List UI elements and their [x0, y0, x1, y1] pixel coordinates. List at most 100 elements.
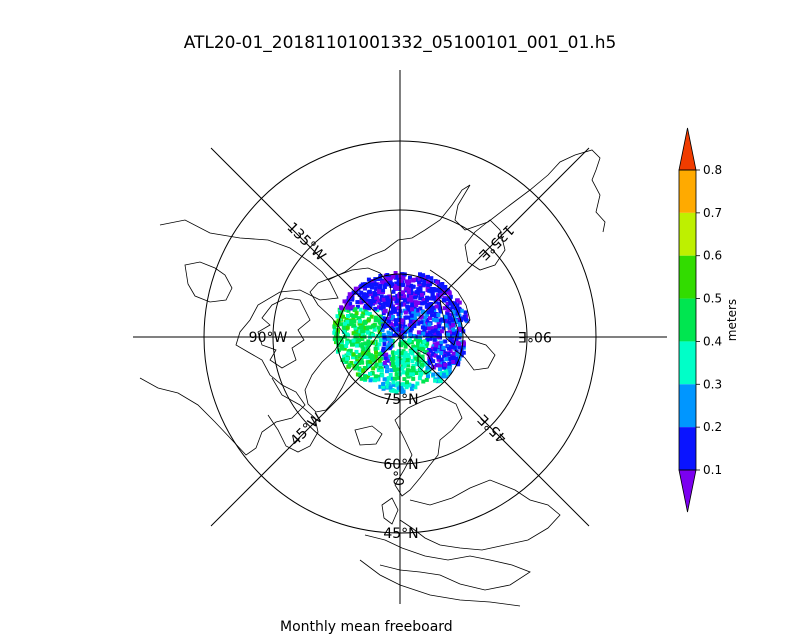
freeboard-pixel	[410, 314, 414, 318]
freeboard-pixel	[372, 283, 376, 287]
freeboard-pixel	[371, 325, 375, 329]
freeboard-pixel	[448, 291, 452, 295]
freeboard-pixel	[390, 357, 394, 361]
freeboard-pixel	[420, 293, 424, 297]
label-135W: 135°W	[284, 220, 329, 265]
freeboard-pixel	[371, 366, 375, 370]
freeboard-pixel	[363, 377, 367, 381]
freeboard-pixel	[425, 378, 429, 382]
x-axis-label: Monthly mean freeboard	[280, 619, 453, 635]
freeboard-pixel	[373, 293, 377, 297]
freeboard-pixel	[380, 373, 384, 377]
freeboard-pixel	[433, 347, 437, 351]
freeboard-pixel	[406, 305, 410, 309]
freeboard-pixel	[404, 311, 408, 315]
freeboard-pixel	[438, 367, 442, 371]
freeboard-pixel	[380, 369, 384, 373]
freeboard-pixel	[360, 329, 364, 333]
freeboard-pixel	[365, 306, 369, 310]
freeboard-pixel	[394, 351, 398, 355]
freeboard-pixel	[417, 330, 421, 334]
freeboard-pixel	[352, 319, 356, 323]
freeboard-pixel	[377, 318, 381, 322]
coastline-europe	[400, 480, 560, 550]
colorbar-segment	[679, 384, 696, 427]
freeboard-pixel	[387, 376, 391, 380]
freeboard-pixel	[460, 309, 464, 313]
freeboard-pixel	[421, 347, 425, 351]
colorbar-extend-min	[679, 470, 696, 512]
freeboard-pixel	[401, 382, 405, 386]
freeboard-pixel	[361, 347, 365, 351]
freeboard-pixel	[383, 309, 387, 313]
freeboard-pixel	[442, 298, 446, 302]
colorbar-tick-label: 0.7	[703, 206, 722, 220]
freeboard-pixel	[410, 307, 414, 311]
label-90E: 90°E	[518, 328, 552, 344]
freeboard-pixel	[436, 313, 440, 317]
freeboard-pixel	[404, 351, 408, 355]
freeboard-pixel	[451, 356, 455, 360]
freeboard-pixel	[444, 357, 448, 361]
freeboard-pixel	[430, 313, 434, 317]
label-45E: 45°E	[475, 411, 510, 446]
freeboard-pixel	[428, 323, 432, 327]
freeboard-pixel	[425, 298, 429, 302]
freeboard-pixel	[368, 290, 372, 294]
freeboard-pixel	[355, 344, 359, 348]
freeboard-pixel	[409, 350, 413, 354]
colorbar-tick-label: 0.3	[703, 377, 722, 391]
label-lat-45: 45°N	[383, 526, 418, 542]
freeboard-pixel	[367, 352, 371, 356]
label-90W: 90°W	[249, 330, 288, 346]
colorbar-segment	[679, 256, 696, 299]
freeboard-pixel	[391, 380, 395, 384]
freeboard-pixel	[359, 291, 363, 295]
freeboard-pixel	[453, 346, 457, 350]
colorbar-segment	[679, 170, 696, 213]
freeboard-pixel	[439, 351, 443, 355]
freeboard-pixel	[450, 305, 454, 309]
colorbar-ticks: 0.10.20.30.40.50.60.70.8	[696, 163, 722, 477]
freeboard-pixel	[374, 374, 378, 378]
freeboard-pixel	[411, 372, 415, 376]
freeboard-pixel	[446, 308, 450, 312]
freeboard-pixel	[435, 281, 439, 285]
freeboard-pixel	[406, 368, 410, 372]
freeboard-pixel	[397, 286, 401, 290]
freeboard-pixel	[366, 326, 370, 330]
colorbar-tick-label: 0.8	[703, 163, 722, 177]
freeboard-pixel	[426, 333, 430, 337]
freeboard-pixel	[348, 363, 352, 367]
freeboard-pixel	[401, 290, 405, 294]
freeboard-pixel	[355, 300, 359, 304]
freeboard-pixel	[345, 357, 349, 361]
freeboard-pixel	[365, 311, 369, 315]
freeboard-pixel	[442, 373, 446, 377]
freeboard-pixel	[407, 290, 411, 294]
freeboard-pixel	[404, 287, 408, 291]
freeboard-pixel	[406, 282, 410, 286]
freeboard-pixel	[346, 314, 350, 318]
freeboard-pixel	[340, 347, 344, 351]
colorbar-tick-label: 0.5	[703, 292, 722, 306]
freeboard-pixel	[360, 342, 364, 346]
freeboard-pixel	[441, 346, 445, 350]
freeboard-pixel	[401, 370, 405, 374]
label-0: 0°	[392, 470, 408, 486]
freeboard-pixel	[435, 305, 439, 309]
freeboard-pixel	[418, 286, 422, 290]
label-135E: 135°E	[475, 221, 516, 262]
freeboard-pixel	[385, 296, 389, 300]
freeboard-pixel	[392, 290, 396, 294]
freeboard-pixel	[352, 339, 356, 343]
freeboard-pixel	[357, 338, 361, 342]
freeboard-pixel	[436, 363, 440, 367]
colorbar-segment	[679, 341, 696, 384]
freeboard-pixel	[400, 318, 404, 322]
freeboard-pixel	[374, 347, 378, 351]
freeboard-pixel	[400, 367, 404, 371]
graticule	[133, 70, 667, 604]
freeboard-pixel	[359, 308, 363, 312]
freeboard-pixel	[422, 340, 426, 344]
